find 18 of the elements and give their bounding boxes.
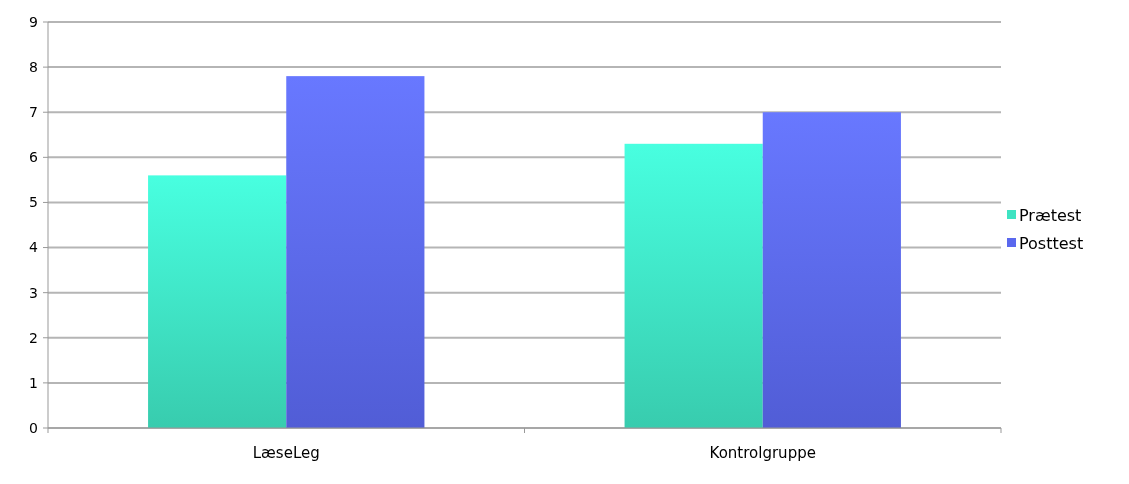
- y-tick-label: 2: [29, 329, 38, 346]
- y-tick-label: 0: [29, 419, 38, 436]
- bar: [762, 112, 901, 428]
- x-tick-label: LæseLeg: [252, 444, 320, 462]
- bar: [286, 76, 425, 428]
- y-tick-label: 8: [29, 59, 38, 76]
- bar: [148, 175, 287, 428]
- y-tick-label: 7: [29, 104, 38, 121]
- y-tick-label: 4: [29, 239, 39, 256]
- y-tick-label: 9: [29, 13, 38, 30]
- legend-label: Prætest: [1019, 205, 1082, 225]
- y-tick-label: 3: [29, 284, 38, 301]
- x-tick-label: Kontrolgruppe: [709, 444, 816, 462]
- bar: [624, 143, 763, 428]
- y-tick-label: 5: [29, 194, 38, 211]
- y-tick-label: 6: [29, 149, 39, 166]
- y-tick-label: 1: [29, 374, 38, 391]
- legend-label: Posttest: [1019, 233, 1084, 253]
